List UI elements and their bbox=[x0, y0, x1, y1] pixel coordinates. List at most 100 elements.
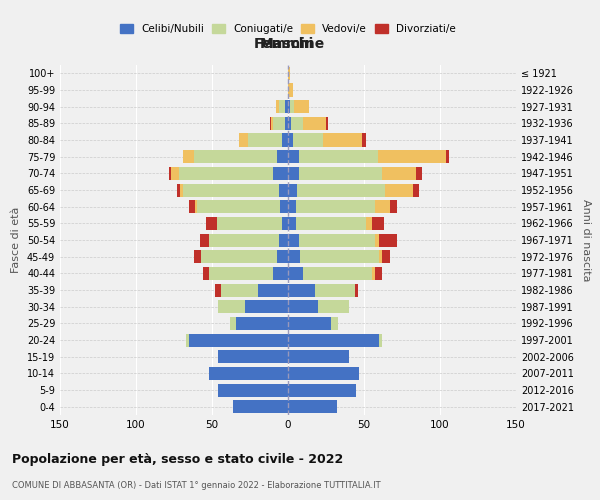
Bar bbox=[218, 300, 245, 313]
Bar bbox=[379, 334, 382, 346]
Bar bbox=[288, 384, 356, 396]
Bar bbox=[297, 184, 385, 196]
Bar bbox=[288, 234, 299, 246]
Bar bbox=[277, 150, 288, 163]
Bar bbox=[215, 284, 221, 296]
Bar bbox=[236, 317, 288, 330]
Bar bbox=[230, 317, 236, 330]
Bar bbox=[209, 267, 273, 280]
Bar bbox=[390, 200, 397, 213]
Bar bbox=[296, 217, 365, 230]
Bar bbox=[374, 200, 390, 213]
Bar bbox=[285, 117, 288, 130]
Bar bbox=[217, 217, 282, 230]
Bar bbox=[288, 334, 379, 346]
Bar bbox=[293, 134, 323, 146]
Bar bbox=[300, 250, 379, 263]
Bar bbox=[299, 167, 382, 180]
Bar bbox=[179, 167, 273, 180]
Bar bbox=[299, 234, 374, 246]
Bar bbox=[331, 317, 338, 330]
Bar bbox=[177, 184, 180, 196]
Bar bbox=[288, 150, 299, 163]
Bar bbox=[288, 134, 293, 146]
Bar bbox=[285, 100, 288, 113]
Bar bbox=[233, 400, 288, 413]
Bar bbox=[183, 150, 194, 163]
Bar bbox=[202, 250, 277, 263]
Bar bbox=[446, 150, 449, 163]
Bar bbox=[273, 117, 285, 130]
Y-axis label: Anni di nascita: Anni di nascita bbox=[581, 198, 590, 281]
Bar bbox=[206, 217, 217, 230]
Bar bbox=[218, 350, 288, 363]
Bar bbox=[288, 167, 299, 180]
Bar bbox=[209, 367, 288, 380]
Bar bbox=[413, 184, 419, 196]
Bar bbox=[288, 117, 291, 130]
Bar bbox=[279, 234, 288, 246]
Bar bbox=[194, 150, 277, 163]
Bar bbox=[248, 134, 282, 146]
Bar bbox=[374, 267, 382, 280]
Bar bbox=[203, 267, 209, 280]
Bar bbox=[276, 100, 279, 113]
Bar bbox=[245, 300, 288, 313]
Bar bbox=[371, 267, 374, 280]
Bar bbox=[218, 384, 288, 396]
Text: COMUNE DI ABBASANTA (OR) - Dati ISTAT 1° gennaio 2022 - Elaborazione TUTTITALIA.: COMUNE DI ABBASANTA (OR) - Dati ISTAT 1°… bbox=[12, 481, 380, 490]
Bar bbox=[288, 217, 296, 230]
Bar bbox=[197, 200, 280, 213]
Bar bbox=[299, 150, 377, 163]
Bar bbox=[195, 200, 197, 213]
Bar bbox=[189, 200, 195, 213]
Bar bbox=[194, 250, 202, 263]
Bar bbox=[257, 284, 288, 296]
Bar bbox=[288, 84, 293, 96]
Bar bbox=[171, 167, 179, 180]
Bar bbox=[288, 400, 337, 413]
Bar bbox=[296, 200, 374, 213]
Bar bbox=[374, 234, 379, 246]
Y-axis label: Fasce di età: Fasce di età bbox=[11, 207, 21, 273]
Bar bbox=[355, 284, 358, 296]
Bar bbox=[379, 250, 382, 263]
Bar bbox=[288, 184, 297, 196]
Bar bbox=[189, 334, 288, 346]
Bar bbox=[365, 217, 371, 230]
Bar bbox=[371, 217, 384, 230]
Bar bbox=[288, 284, 316, 296]
Bar bbox=[379, 234, 397, 246]
Legend: Celibi/Nubili, Coniugati/e, Vedovi/e, Divorziati/e: Celibi/Nubili, Coniugati/e, Vedovi/e, Di… bbox=[117, 21, 459, 38]
Bar bbox=[282, 134, 288, 146]
Bar bbox=[273, 167, 288, 180]
Bar bbox=[288, 317, 331, 330]
Bar bbox=[270, 117, 271, 130]
Text: Femmine: Femmine bbox=[254, 37, 325, 51]
Bar bbox=[288, 67, 290, 80]
Bar bbox=[416, 167, 422, 180]
Bar bbox=[288, 350, 349, 363]
Bar bbox=[239, 134, 248, 146]
Bar bbox=[288, 300, 319, 313]
Bar bbox=[169, 167, 171, 180]
Bar bbox=[290, 100, 294, 113]
Bar bbox=[180, 184, 183, 196]
Bar bbox=[279, 184, 288, 196]
Bar bbox=[303, 267, 371, 280]
Bar bbox=[186, 334, 189, 346]
Bar bbox=[183, 184, 279, 196]
Bar bbox=[323, 134, 362, 146]
Bar bbox=[288, 250, 300, 263]
Bar bbox=[362, 134, 365, 146]
Bar bbox=[288, 200, 296, 213]
Bar bbox=[280, 200, 288, 213]
Bar bbox=[288, 367, 359, 380]
Bar bbox=[316, 284, 355, 296]
Text: Maschi: Maschi bbox=[260, 37, 314, 51]
Bar bbox=[377, 150, 446, 163]
Text: Popolazione per età, sesso e stato civile - 2022: Popolazione per età, sesso e stato civil… bbox=[12, 452, 343, 466]
Bar bbox=[288, 100, 290, 113]
Bar bbox=[326, 117, 328, 130]
Bar bbox=[303, 117, 326, 130]
